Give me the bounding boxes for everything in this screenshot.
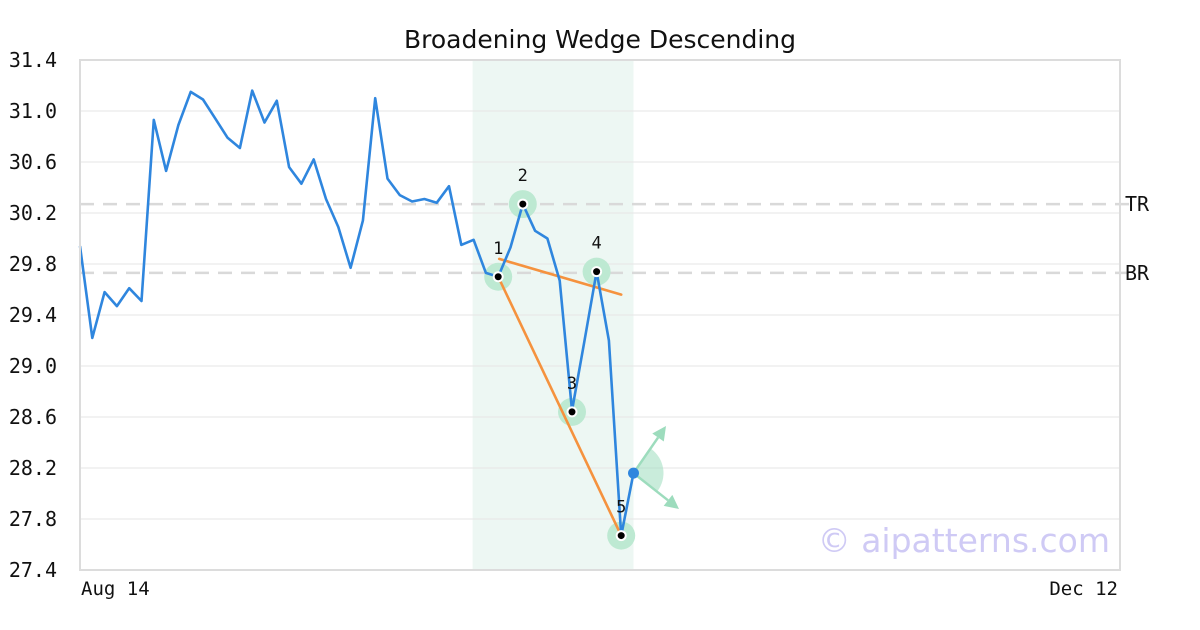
y-tick-label: 28.2 <box>9 456 57 480</box>
projection-arrows <box>628 426 679 509</box>
plot-frame <box>79 59 1121 571</box>
y-tick-label: 27.8 <box>9 507 57 531</box>
arrow-up-shaft <box>632 436 660 474</box>
pivot-point <box>617 532 625 540</box>
level-label: BR <box>1125 261 1150 285</box>
pivot-point <box>593 268 601 276</box>
y-axis-ticks: 31.4 31.0 30.6 30.2 29.8 29.4 29.0 28.6 28.2 27.8… <box>9 48 57 582</box>
price-line <box>78 89 635 537</box>
x-tick-label: Aug 14 <box>81 578 150 600</box>
pivot-point <box>568 408 576 416</box>
chart-title: Broadening Wedge Descending <box>404 25 796 54</box>
current-point <box>628 467 639 479</box>
arrow-down-shaft <box>632 472 669 502</box>
y-tick-label: 27.4 <box>9 558 57 582</box>
level-label: TR <box>1125 192 1150 216</box>
pivot-points: 1 2 3 4 5 <box>492 166 627 542</box>
pivot-label: 2 <box>518 166 528 186</box>
arrow-down-head <box>663 494 679 509</box>
level-lines: TR BR <box>80 192 1150 285</box>
arrow-up-head <box>652 426 666 442</box>
projection-fan <box>633 448 664 492</box>
pivot-point <box>494 273 502 281</box>
y-tick-label: 31.0 <box>9 99 57 123</box>
watermark: © aipatterns.com <box>818 521 1110 560</box>
y-tick-label: 30.6 <box>9 150 57 174</box>
y-tick-label: 31.4 <box>9 48 57 72</box>
y-tick-label: 29.8 <box>9 252 57 276</box>
pivot-label: 1 <box>493 239 503 259</box>
y-tick-label: 28.6 <box>9 405 57 429</box>
y-tick-label: 30.2 <box>9 201 57 225</box>
x-tick-label: Dec 12 <box>1049 578 1118 600</box>
trend-line-lower <box>496 275 623 537</box>
pivot-label: 4 <box>591 234 601 254</box>
pivot-point <box>519 200 527 208</box>
pivot-label: 3 <box>567 374 577 394</box>
pivot-label: 5 <box>616 498 626 518</box>
y-tick-label: 29.4 <box>9 303 57 327</box>
y-tick-label: 29.0 <box>9 354 57 378</box>
x-axis-ticks: Aug 14 Dec 12 <box>81 578 1118 600</box>
